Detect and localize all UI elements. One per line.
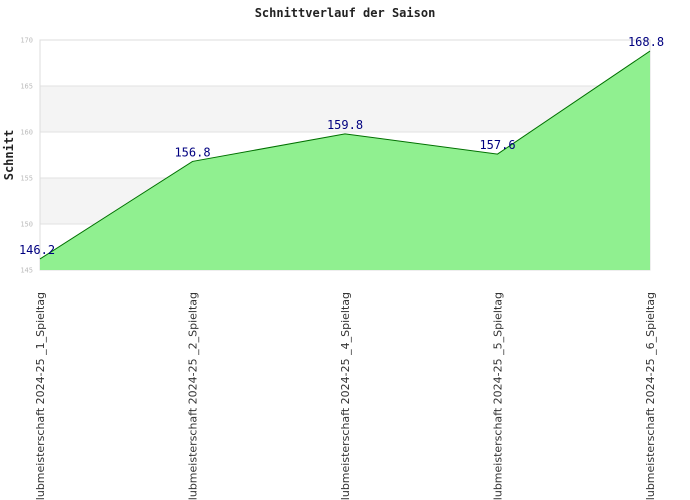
data-label: 146.2 (19, 243, 55, 257)
x-tick-label: Clubmeisterschaft 2024-25 _2_Spieltag (187, 292, 200, 500)
data-label: 159.8 (327, 118, 363, 132)
x-axis-ticks: Clubmeisterschaft 2024-25 _1_Spieltag Clu… (34, 292, 657, 500)
data-labels: 146.2 156.8 159.8 157.6 168.8 (19, 35, 664, 257)
x-tick-label: Clubmeisterschaft 2024-25 _4_Spieltag (339, 292, 352, 500)
chart-title: Schnittverlauf der Saison (255, 6, 436, 20)
data-label: 156.8 (174, 145, 210, 159)
y-tick-label: 155 (20, 175, 33, 183)
x-tick-label: Clubmeisterschaft 2024-25 _1_Spieltag (34, 292, 47, 500)
y-axis-ticks: 145 150 155 160 165 170 (20, 37, 33, 275)
area-series (39, 50, 651, 270)
area-fill (40, 51, 650, 270)
y-tick-label: 170 (20, 37, 33, 45)
y-tick-label: 165 (20, 83, 33, 91)
series-line (39, 50, 651, 260)
x-tick-label: Clubmeisterschaft 2024-25 _6_Spieltag (644, 292, 657, 500)
data-label: 168.8 (628, 35, 664, 49)
y-tick-label: 160 (20, 129, 33, 137)
data-label: 157.6 (479, 138, 515, 152)
y-axis-label: Schnitt (2, 130, 16, 181)
y-tick-label: 150 (20, 221, 33, 229)
y-tick-label: 145 (20, 267, 33, 275)
x-tick-label: Clubmeisterschaft 2024-25 _5_Spieltag (492, 292, 505, 500)
